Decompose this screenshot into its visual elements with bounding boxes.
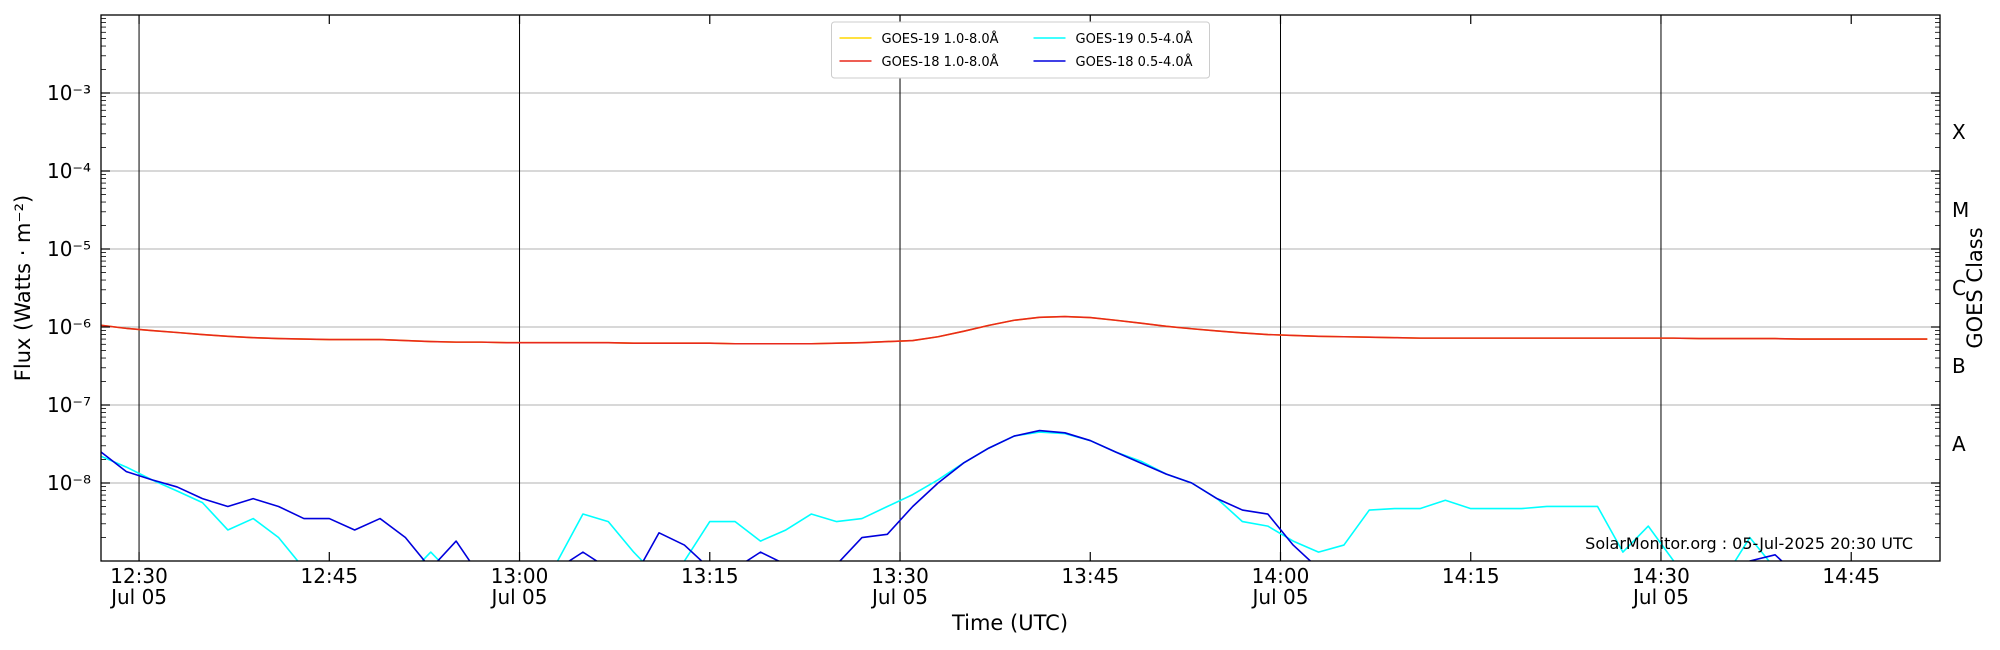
x-tick-date: Jul 05 — [1631, 585, 1689, 609]
y-tick-label: 10⁻⁷ — [47, 393, 91, 417]
x-tick-label: 13:00 — [491, 564, 549, 588]
y-axis-label: Flux (Watts · m⁻²) — [11, 195, 35, 381]
y2-tick-label: C — [1952, 276, 1966, 300]
y-tick-label: 10⁻⁵ — [47, 237, 91, 261]
grid — [101, 15, 1940, 561]
legend-label: GOES-19 0.5-4.0Å — [1076, 31, 1193, 47]
x-tick-date: Jul 05 — [1251, 585, 1309, 609]
x-tick-label: 13:45 — [1061, 564, 1119, 588]
legend-label: GOES-19 1.0-8.0Å — [882, 31, 999, 47]
x-tick-label: 14:30 — [1632, 564, 1690, 588]
x-tick-date: Jul 05 — [490, 585, 548, 609]
series-line — [101, 429, 1783, 561]
legend-label: GOES-18 1.0-8.0Å — [882, 54, 999, 70]
y-tick-label: 10⁻⁶ — [47, 315, 91, 339]
x-tick-label: 13:15 — [681, 564, 739, 588]
y2-tick-label: M — [1952, 198, 1969, 222]
x-tick-label: 14:15 — [1442, 564, 1500, 588]
legend-label: GOES-18 0.5-4.0Å — [1076, 54, 1193, 70]
series-line — [101, 431, 1770, 561]
plot-frame — [100, 14, 1941, 562]
y2-axis-label: GOES Class — [1963, 227, 1987, 348]
x-tick-label: 14:00 — [1252, 564, 1310, 588]
y-tick-label: 10⁻³ — [47, 81, 91, 105]
y2-tick-label: B — [1952, 354, 1966, 378]
y-tick-label: 10⁻⁸ — [47, 471, 91, 495]
legend: GOES-19 1.0-8.0Å GOES-18 1.0-8.0Å GOES-19 … — [831, 21, 1210, 79]
x-tick-label: 14:45 — [1822, 564, 1880, 588]
y2-tick-label: A — [1952, 432, 1966, 456]
y2-tick-label: X — [1952, 120, 1966, 144]
x-axis-label: Time (UTC) — [951, 611, 1068, 635]
x-tick-date: Jul 05 — [870, 585, 928, 609]
y-tick-label: 10⁻⁴ — [47, 159, 91, 183]
legend-box — [831, 21, 1210, 79]
x-tick-label: 12:45 — [300, 564, 358, 588]
series-line — [101, 315, 1928, 345]
annotation: SolarMonitor.org : 05-Jul-2025 20:30 UTC — [1585, 534, 1913, 553]
x-tick-label: 13:30 — [871, 564, 929, 588]
x-tick-label: 12:30 — [110, 564, 168, 588]
x-tick-date: Jul 05 — [109, 585, 167, 609]
plot-lines — [101, 315, 1928, 561]
